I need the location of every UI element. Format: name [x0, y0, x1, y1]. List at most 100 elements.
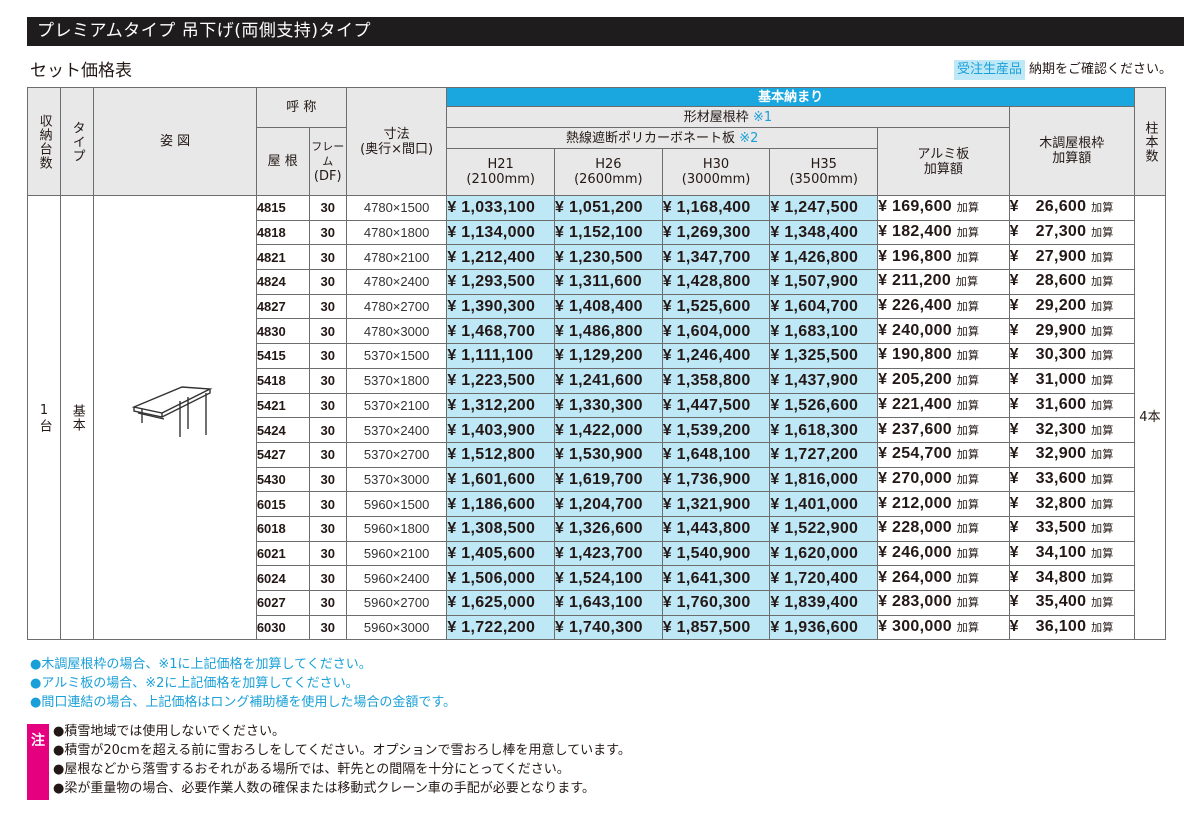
price-h26: ¥ 1,643,100: [554, 590, 663, 616]
price-h26: ¥ 1,129,200: [554, 343, 663, 369]
frame-df: 30: [308, 515, 347, 542]
table-row: 5421 30 5370×2100 ¥ 1,312,200 ¥ 1,330,300 ¥ 1…: [28, 392, 1166, 419]
roof-code: 4815: [255, 195, 310, 221]
dimension: 4780×3000: [345, 318, 448, 345]
frame-df: 30: [308, 195, 347, 221]
roof-code: 5418: [255, 367, 310, 394]
frame-df: 30: [308, 318, 347, 345]
header-type: タイプ: [60, 87, 95, 196]
alumi-addition: ¥ 169,600 加算: [877, 195, 1010, 221]
price-h21: ¥ 1,212,400: [446, 244, 556, 271]
dimension: 4780×2400: [345, 269, 448, 295]
figure-cell: [93, 194, 257, 641]
alumi-addition: ¥ 240,000 加算: [877, 318, 1010, 345]
price-h35: ¥ 1,401,000: [769, 491, 879, 517]
caution-label: 注: [27, 724, 49, 800]
price-h35: ¥ 1,325,500: [769, 343, 879, 369]
wood-addition: ¥26,600 加算: [1008, 195, 1135, 221]
price-h26: ¥ 1,051,200: [554, 195, 663, 221]
table-row: 4821 30 4780×2100 ¥ 1,212,400 ¥ 1,230,500 ¥ 1…: [28, 244, 1166, 271]
roof-code: 6024: [255, 565, 310, 591]
header-name: 呼 称: [255, 87, 347, 128]
dimension: 5370×1500: [345, 343, 448, 369]
dimension: 4780×1500: [345, 195, 448, 221]
alumi-addition: ¥ 211,200 加算: [877, 269, 1010, 295]
wood-addition: ¥33,600 加算: [1008, 466, 1135, 493]
wood-addition: ¥36,100 加算: [1008, 614, 1135, 641]
header-posts: 柱本数: [1133, 87, 1167, 196]
alumi-addition: ¥ 246,000 加算: [877, 540, 1010, 567]
dimension: 5960×2700: [345, 590, 448, 616]
price-h35: ¥ 1,604,700: [769, 293, 879, 320]
table-row: 5430 30 5370×3000 ¥ 1,601,600 ¥ 1,619,700 ¥ 1…: [28, 466, 1166, 493]
price-h35: ¥ 1,936,600: [769, 614, 879, 641]
price-h30: ¥ 1,857,500: [661, 614, 771, 641]
wood-addition: ¥32,300 加算: [1008, 417, 1135, 443]
header-keizai: 形材屋根枠 ※1: [446, 106, 1010, 128]
dimension: 5960×2100: [345, 540, 448, 567]
roof-code: 6027: [255, 590, 310, 616]
price-h21: ¥ 1,293,500: [446, 269, 556, 295]
price-h30: ¥ 1,168,400: [661, 195, 771, 221]
alumi-addition: ¥ 212,000 加算: [877, 491, 1010, 517]
price-h26: ¥ 1,524,100: [554, 565, 663, 591]
price-h35: ¥ 1,426,800: [769, 244, 879, 271]
wood-addition: ¥35,400 加算: [1008, 590, 1135, 616]
price-h30: ¥ 1,443,800: [661, 515, 771, 542]
frame-df: 30: [308, 590, 347, 616]
frame-df: 30: [308, 269, 347, 295]
notice-text: 納期をご確認ください。: [1028, 62, 1172, 77]
footnote-list: ●木調屋根枠の場合、※1に上記価格を加算してください。 ●アルミ板の場合、※2に…: [30, 655, 456, 712]
roof-code: 6030: [255, 614, 310, 641]
wood-addition: ¥32,800 加算: [1008, 491, 1135, 517]
price-h30: ¥ 1,604,000: [661, 318, 771, 345]
wood-addition: ¥32,900 加算: [1008, 441, 1135, 468]
header-figure: 姿 図: [93, 87, 257, 196]
wood-addition: ¥27,300 加算: [1008, 219, 1135, 246]
header-h26: H26 (2600mm): [554, 148, 663, 196]
roof-code: 5415: [255, 343, 310, 369]
alumi-addition: ¥ 270,000 加算: [877, 466, 1010, 493]
frame-df: 30: [308, 441, 347, 468]
caution-item: ●屋根などから落雪するおそれがある場所では、軒先との間隔を十分にとってください。: [53, 762, 570, 777]
alumi-addition: ¥ 300,000 加算: [877, 614, 1010, 641]
price-h30: ¥ 1,321,900: [661, 491, 771, 517]
price-h21: ¥ 1,601,600: [446, 466, 556, 493]
footnote-item: ●アルミ板の場合、※2に上記価格を加算してください。: [30, 676, 359, 691]
carport-figure: [131, 386, 213, 438]
caution-item: ●梁が重量物の場合、必要作業人数の確保または移動式クレーン車の手配が必要となりま…: [53, 781, 596, 796]
price-h21: ¥ 1,405,600: [446, 540, 556, 567]
price-h26: ¥ 1,530,900: [554, 441, 663, 468]
page-title: プレミアムタイプ 吊下げ(両側支持)タイプ: [27, 17, 1184, 46]
price-h26: ¥ 1,422,000: [554, 417, 663, 443]
price-h21: ¥ 1,390,300: [446, 293, 556, 320]
price-h26: ¥ 1,241,600: [554, 367, 663, 394]
type-cell: 基本: [60, 194, 95, 641]
price-h30: ¥ 1,641,300: [661, 565, 771, 591]
frame-df: 30: [308, 367, 347, 394]
dimension: 5370×2100: [345, 392, 448, 419]
price-h35: ¥ 1,620,000: [769, 540, 879, 567]
frame-df: 30: [308, 293, 347, 320]
table-row: 6027 30 5960×2700 ¥ 1,625,000 ¥ 1,643,100 ¥ 1…: [28, 590, 1166, 616]
header-wood: 木調屋根枠 加算額: [1008, 106, 1135, 196]
footnote-item: ●木調屋根枠の場合、※1に上記価格を加算してください。: [30, 657, 372, 672]
wood-addition: ¥29,900 加算: [1008, 318, 1135, 345]
header-h21: H21 (2100mm): [446, 148, 556, 196]
table-row: 4818 30 4780×1800 ¥ 1,134,000 ¥ 1,152,100 ¥ 1…: [28, 219, 1166, 246]
price-h21: ¥ 1,223,500: [446, 367, 556, 394]
price-h26: ¥ 1,740,300: [554, 614, 663, 641]
price-h21: ¥ 1,111,100: [446, 343, 556, 369]
price-h30: ¥ 1,347,700: [661, 244, 771, 271]
price-h35: ¥ 1,247,500: [769, 195, 879, 221]
wood-addition: ¥33,500 加算: [1008, 515, 1135, 542]
price-h21: ¥ 1,468,700: [446, 318, 556, 345]
roof-code: 6021: [255, 540, 310, 567]
roof-code: 6018: [255, 515, 310, 542]
dimension: 4780×1800: [345, 219, 448, 246]
table-row: 5424 30 5370×2400 ¥ 1,403,900 ¥ 1,422,000 ¥ 1…: [28, 417, 1166, 443]
header-kihon: 基本納まり: [446, 87, 1135, 107]
price-h21: ¥ 1,134,000: [446, 219, 556, 246]
roof-code: 5430: [255, 466, 310, 493]
price-h21: ¥ 1,308,500: [446, 515, 556, 542]
